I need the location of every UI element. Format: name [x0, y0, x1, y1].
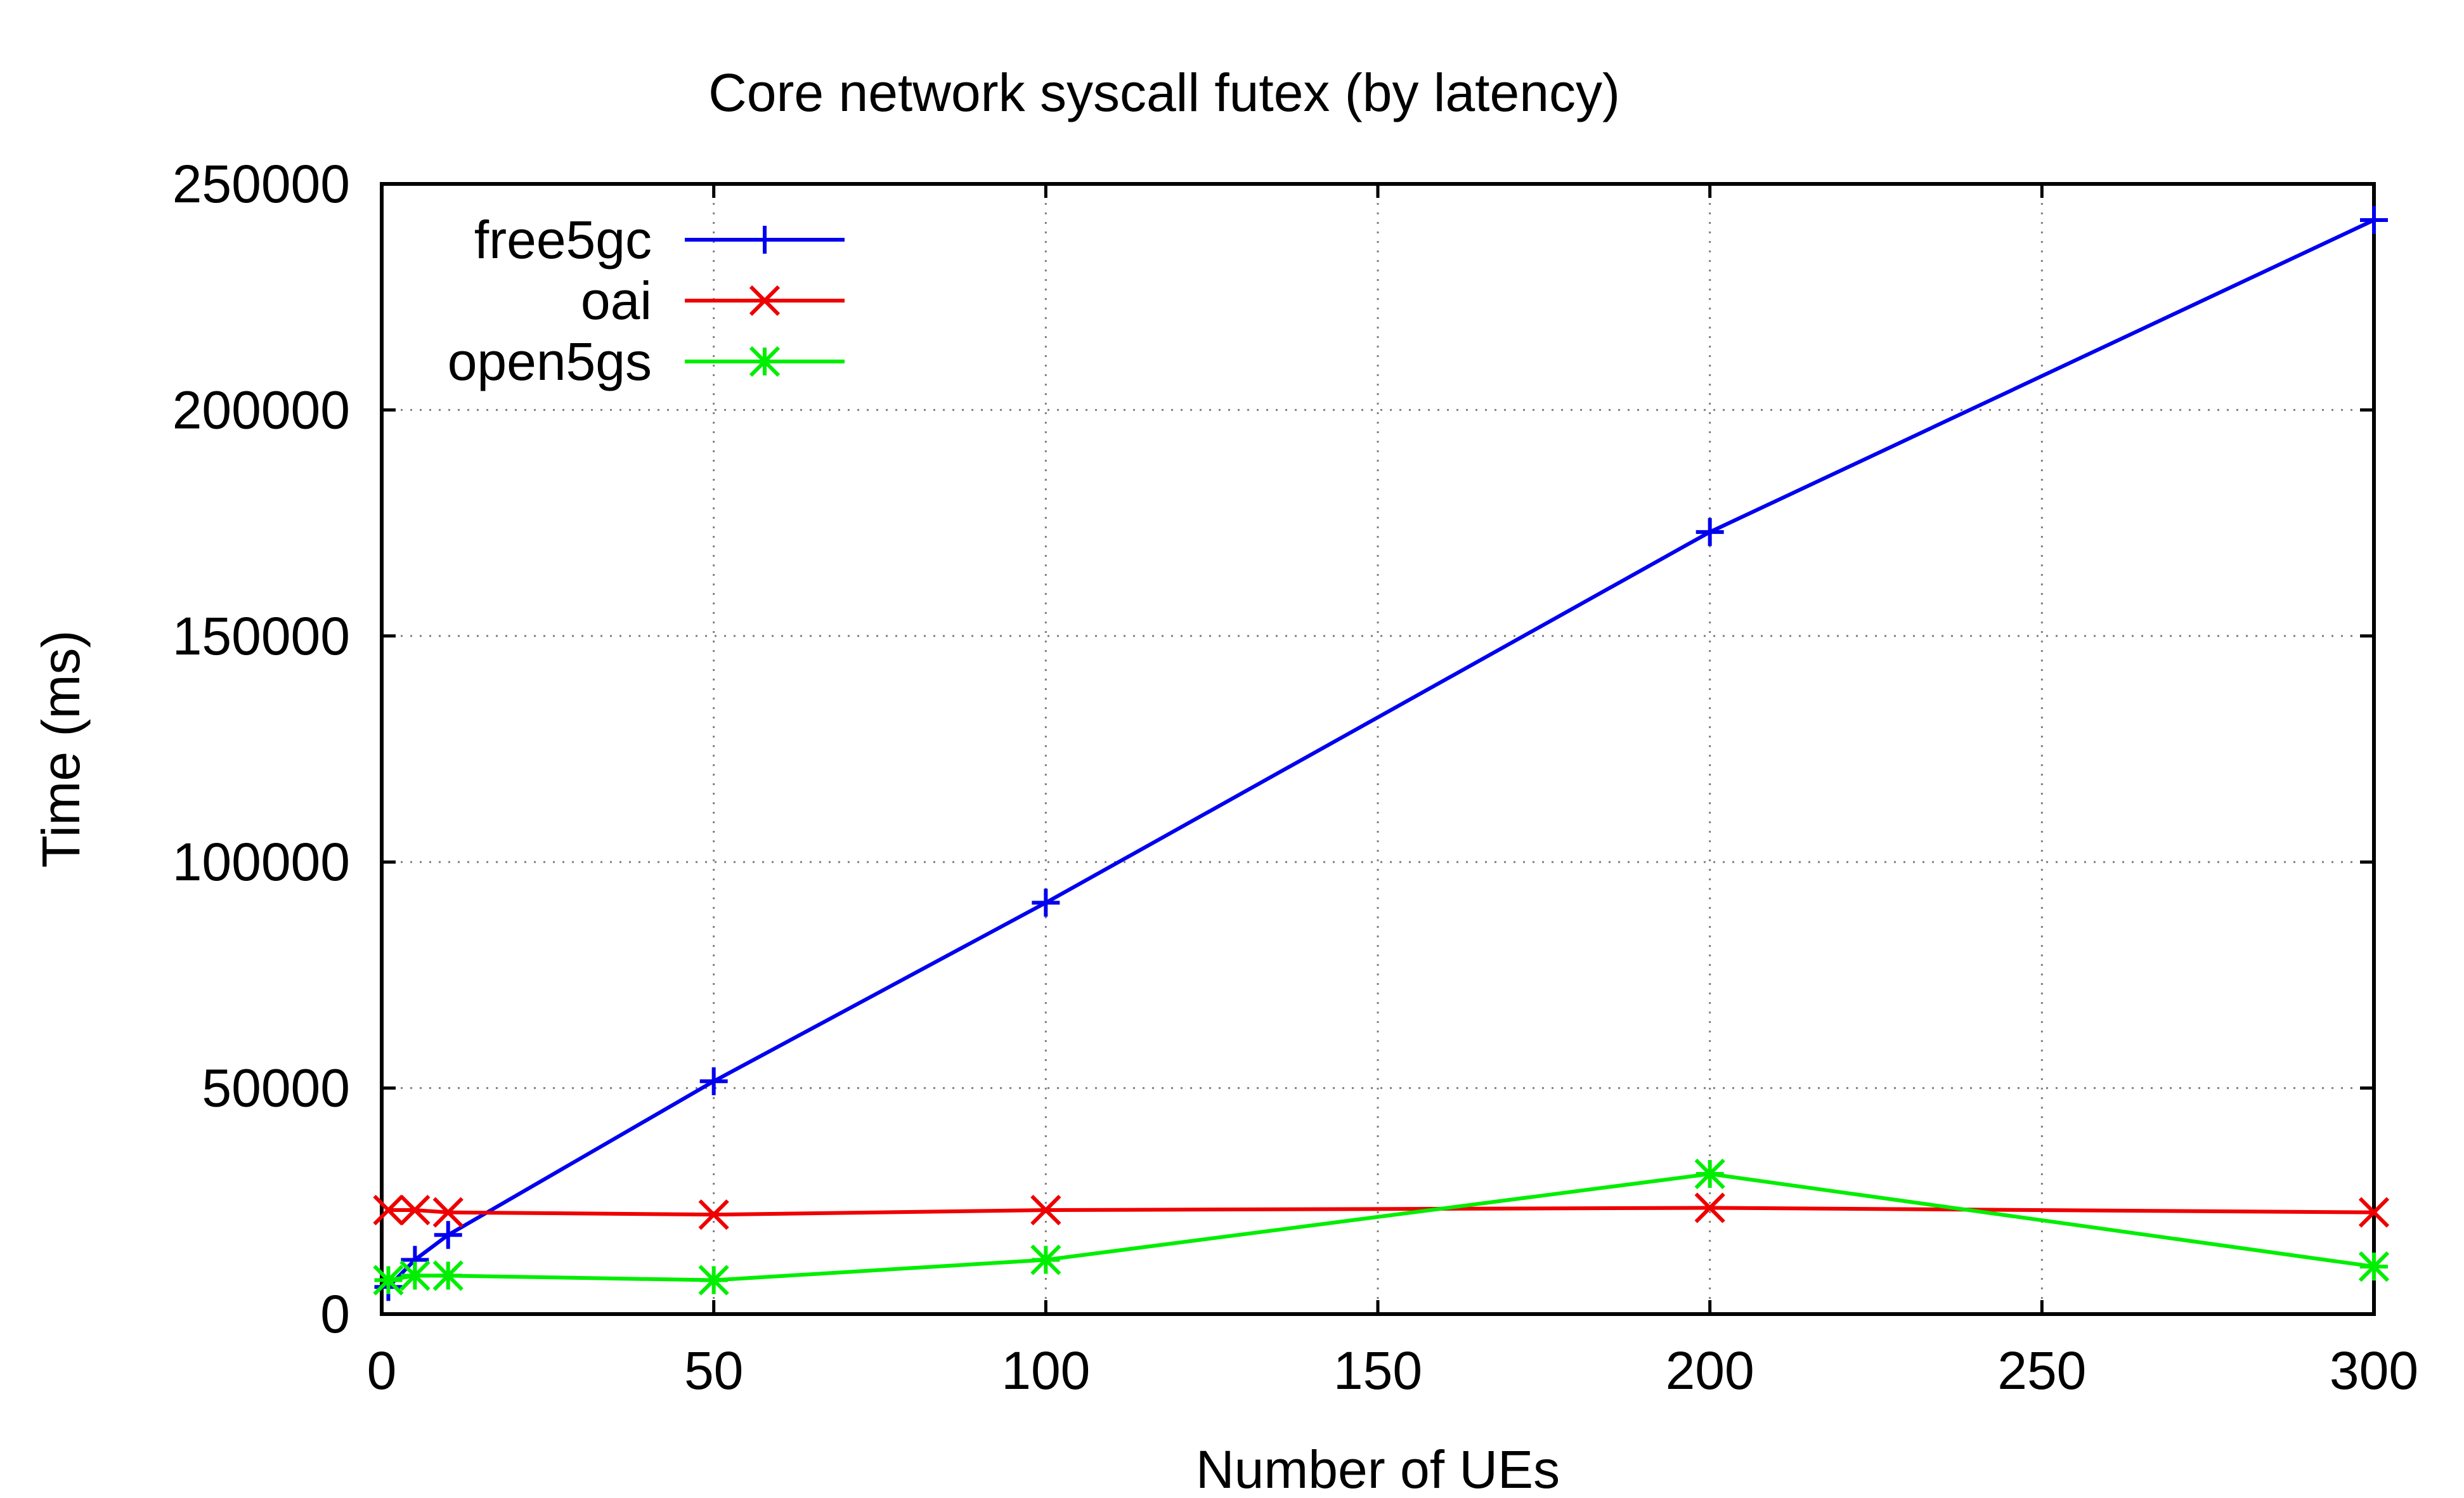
series-layer	[373, 206, 2390, 1301]
data-point-oai	[2358, 1197, 2390, 1228]
data-point-open5gs	[399, 1260, 431, 1291]
grid	[382, 184, 2374, 1314]
data-point-free5gc	[2360, 206, 2388, 235]
data-point-oai	[698, 1199, 729, 1230]
series-oai	[373, 1192, 2390, 1230]
legend-label-open5gs: open5gs	[448, 332, 652, 391]
data-point-open5gs	[432, 1260, 464, 1291]
y-tick-label: 200000	[172, 380, 350, 440]
legend-marker-oai	[749, 285, 781, 316]
y-tick-label: 50000	[202, 1058, 350, 1118]
y-tick-label: 100000	[172, 832, 350, 892]
data-point-oai	[373, 1194, 404, 1226]
x-axis-label: Number of UEs	[1196, 1440, 1560, 1498]
data-point-oai	[399, 1194, 431, 1226]
data-point-free5gc	[1696, 518, 1724, 546]
x-tick-label: 200	[1666, 1341, 1754, 1400]
series-line-free5gc	[387, 218, 2375, 1289]
x-tick-label: 150	[1333, 1341, 1422, 1400]
series-line-oai	[388, 1206, 2375, 1217]
data-point-free5gc	[699, 1067, 728, 1095]
data-point-free5gc	[1032, 889, 1060, 917]
series-open5gs	[373, 1158, 2390, 1296]
legend-item-free5gc: free5gc	[474, 210, 845, 270]
data-point-oai	[432, 1197, 464, 1228]
y-tick-label: 0	[320, 1284, 350, 1344]
x-tick-label: 100	[1001, 1341, 1090, 1400]
y-axis-label: Time (ms)	[31, 630, 91, 868]
data-point-open5gs	[1030, 1244, 1061, 1275]
x-tick-label: 250	[1997, 1341, 2086, 1400]
data-point-open5gs	[698, 1265, 729, 1296]
legend-label-oai: oai	[581, 271, 652, 330]
data-point-oai	[1030, 1194, 1061, 1226]
x-tick-label: 0	[367, 1341, 397, 1400]
chart-title: Core network syscall futex (by latency)	[708, 63, 1620, 122]
legend-marker-open5gs	[749, 346, 781, 377]
legend-marker-free5gc	[751, 226, 779, 254]
legend-label-free5gc: free5gc	[474, 210, 652, 270]
y-tick-label: 250000	[172, 154, 350, 214]
legend-item-open5gs: open5gs	[448, 332, 845, 391]
x-tick-label: 50	[684, 1341, 743, 1400]
data-point-open5gs	[1694, 1158, 1725, 1190]
axis-ticks: 0 50000 100000 150000 200000 250000 0 50 100 150 2…	[172, 154, 2418, 1400]
data-point-open5gs	[2358, 1251, 2390, 1282]
y-tick-label: 150000	[172, 606, 350, 666]
data-point-open5gs	[373, 1265, 404, 1296]
x-tick-label: 300	[2330, 1341, 2418, 1400]
data-point-free5gc	[434, 1221, 462, 1249]
series-free5gc	[374, 206, 2388, 1301]
data-point-oai	[1694, 1192, 1725, 1223]
plot-frame	[380, 182, 2376, 1316]
legend-item-oai: oai	[581, 271, 845, 330]
series-line-open5gs	[387, 1172, 2375, 1282]
